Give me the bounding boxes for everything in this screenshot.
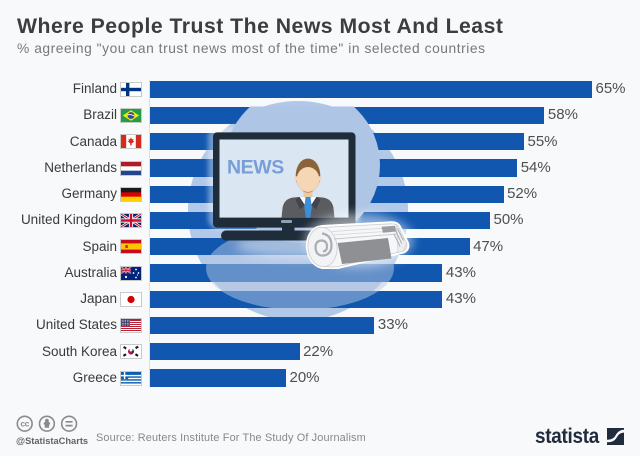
svg-text:cc: cc	[20, 419, 29, 429]
svg-text:NEWS: NEWS	[227, 157, 284, 179]
